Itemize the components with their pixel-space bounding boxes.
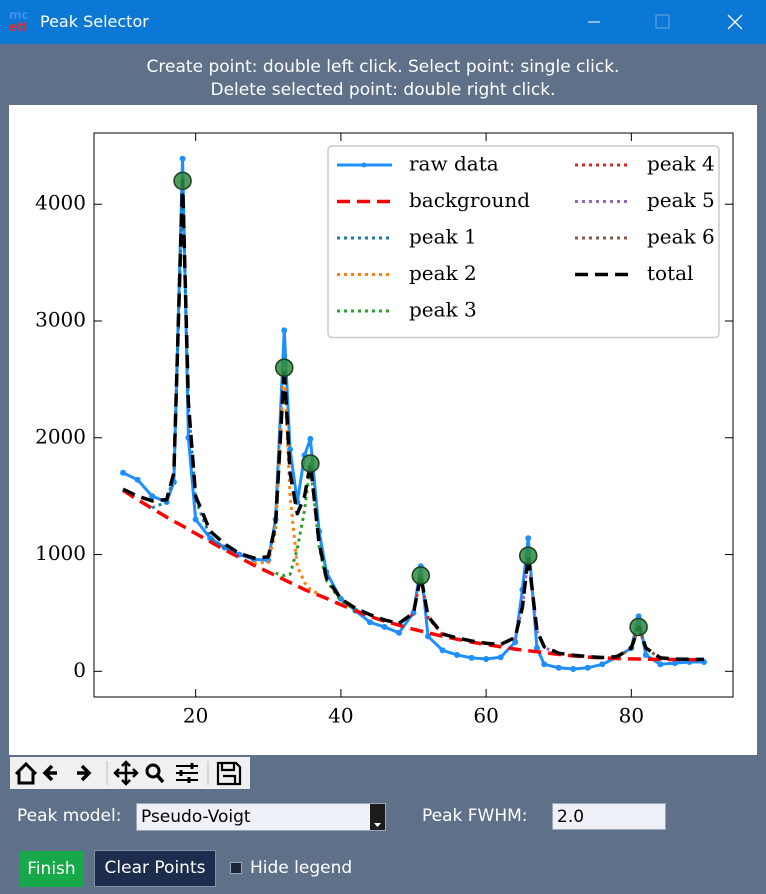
configure-sliders bbox=[179, 763, 194, 783]
x-tick-label: 60 bbox=[473, 704, 498, 728]
legend-label: background bbox=[409, 188, 530, 212]
finish-button[interactable]: Finish bbox=[19, 851, 84, 887]
peak-model-select[interactable]: Pseudo-Voigt bbox=[136, 803, 386, 831]
x-tick-label: 80 bbox=[619, 704, 644, 728]
selected-point bbox=[411, 566, 431, 585]
clear-points-button[interactable]: Clear Points bbox=[94, 850, 216, 887]
series-line bbox=[120, 155, 707, 672]
legend-label: peak 3 bbox=[409, 298, 477, 322]
fwhm-input[interactable]: 2.0 bbox=[552, 803, 666, 830]
peak-model-label: Peak model: bbox=[17, 806, 122, 826]
instruction-line: Delete selected point: double right clic… bbox=[210, 80, 556, 100]
x-tick-label: 20 bbox=[183, 704, 208, 728]
logo-top: mc bbox=[9, 8, 29, 22]
hide-legend-label[interactable]: Hide legend bbox=[250, 858, 353, 878]
dropdown-button[interactable] bbox=[370, 804, 385, 830]
y-tick-label: 0 bbox=[73, 658, 86, 682]
legend-label: peak 5 bbox=[647, 188, 715, 212]
selected-point bbox=[274, 358, 294, 377]
logo-bottom: etl bbox=[9, 20, 27, 34]
zoom-handle bbox=[155, 773, 165, 784]
legend-label: peak 1 bbox=[409, 225, 477, 249]
x-tick-label: 40 bbox=[328, 704, 353, 728]
peak-model-value: Pseudo-Voigt bbox=[141, 807, 251, 827]
y-tick-label: 3000 bbox=[35, 308, 86, 332]
window-title: Peak Selector bbox=[40, 12, 149, 31]
save-icon[interactable] bbox=[216, 761, 242, 786]
plot-frame bbox=[93, 132, 734, 698]
instruction-line: Create point: double left click. Select … bbox=[146, 57, 620, 77]
legend-marker bbox=[361, 162, 367, 168]
series-line bbox=[122, 179, 704, 662]
legend-box bbox=[327, 145, 720, 339]
selected-point bbox=[629, 617, 648, 637]
legend-label: total bbox=[647, 261, 693, 285]
y-tick-label: 2000 bbox=[35, 424, 86, 448]
y-tick-label: 1000 bbox=[35, 541, 86, 565]
back-icon[interactable] bbox=[42, 764, 57, 782]
home-icon[interactable] bbox=[14, 761, 38, 785]
selected-point bbox=[301, 454, 320, 473]
legend-label: raw data bbox=[409, 152, 499, 176]
legend-label: peak 4 bbox=[647, 152, 715, 176]
instructions: Create point: double left click. Select … bbox=[0, 56, 766, 102]
forward-icon[interactable] bbox=[77, 764, 92, 782]
legend-label: peak 6 bbox=[647, 225, 715, 249]
close[interactable] bbox=[727, 14, 743, 30]
pan-icon[interactable] bbox=[113, 760, 139, 786]
maximize bbox=[655, 14, 670, 29]
legend-label: peak 2 bbox=[409, 261, 477, 285]
hide-legend-checkbox[interactable] bbox=[230, 862, 242, 874]
window-buttons[interactable] bbox=[580, 0, 766, 44]
zoom-icon[interactable] bbox=[145, 763, 161, 779]
app-logo: mc etl bbox=[9, 9, 35, 35]
toolbar[interactable] bbox=[10, 757, 250, 789]
y-tick-label: 4000 bbox=[35, 191, 86, 215]
fwhm-label: Peak FWHM: bbox=[422, 806, 528, 826]
selected-point bbox=[173, 171, 192, 191]
title-bar: mc etl Peak Selector bbox=[0, 0, 766, 44]
selected-point bbox=[518, 546, 538, 565]
chart[interactable]: raw data background peak 1 peak 2 peak 3 peak… bbox=[9, 105, 757, 755]
